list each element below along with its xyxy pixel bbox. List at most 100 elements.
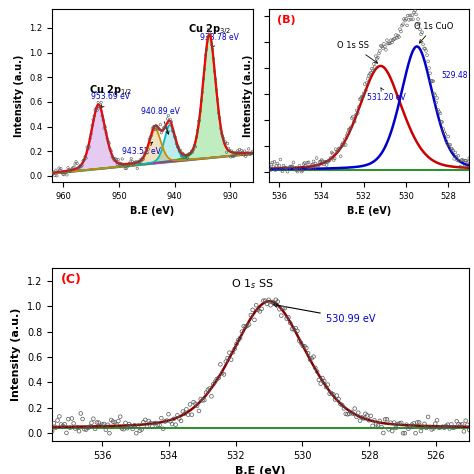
Point xyxy=(229,348,237,356)
Point xyxy=(52,166,60,174)
Point xyxy=(146,136,153,143)
Point xyxy=(202,51,210,59)
Point xyxy=(109,153,116,161)
Point xyxy=(168,118,175,126)
Point xyxy=(297,165,304,173)
Point xyxy=(182,151,190,159)
Point xyxy=(356,417,364,424)
Point xyxy=(406,423,414,431)
Point xyxy=(104,138,112,146)
Point xyxy=(231,149,238,156)
Point xyxy=(100,420,108,428)
Point xyxy=(118,160,125,167)
Point xyxy=(260,297,267,304)
Point xyxy=(219,370,226,377)
Point xyxy=(445,133,452,140)
Point xyxy=(449,424,457,431)
Point xyxy=(117,162,124,169)
Point xyxy=(143,423,151,430)
Text: 943.52 eV: 943.52 eV xyxy=(122,142,161,155)
Point xyxy=(409,16,417,23)
Point xyxy=(142,149,149,157)
Point xyxy=(50,419,58,427)
Point xyxy=(134,422,142,429)
Point xyxy=(277,312,285,319)
Point xyxy=(226,349,233,356)
Point xyxy=(371,417,378,424)
Point xyxy=(383,415,391,423)
Point xyxy=(206,28,213,36)
Point xyxy=(144,149,151,156)
Point xyxy=(157,414,165,422)
Point xyxy=(154,421,162,429)
Point xyxy=(435,108,443,116)
Point xyxy=(432,99,440,106)
Point xyxy=(311,165,319,173)
Point xyxy=(364,411,371,419)
Point xyxy=(322,383,330,391)
Point xyxy=(54,168,62,175)
Point xyxy=(391,35,399,43)
Point xyxy=(367,412,374,419)
Point xyxy=(334,147,341,155)
Point xyxy=(70,164,78,171)
Point xyxy=(235,336,242,344)
Point xyxy=(174,144,182,151)
Point xyxy=(137,156,144,164)
Point xyxy=(61,420,68,428)
Point xyxy=(136,159,143,166)
Point xyxy=(233,150,240,157)
Point xyxy=(269,298,276,306)
Point xyxy=(208,392,215,400)
Point xyxy=(152,419,160,427)
Point xyxy=(324,158,331,166)
Point xyxy=(441,130,449,138)
Point xyxy=(75,164,83,172)
Point xyxy=(173,143,181,151)
Point xyxy=(111,155,119,163)
Point xyxy=(75,428,83,435)
Point xyxy=(362,87,370,94)
Point xyxy=(82,426,90,433)
Point xyxy=(245,145,253,153)
Point xyxy=(63,171,71,179)
Point xyxy=(212,75,219,83)
Point xyxy=(392,31,400,39)
Point xyxy=(175,147,183,155)
Point xyxy=(66,167,74,175)
Point xyxy=(210,55,217,63)
Text: O 1s SS: O 1s SS xyxy=(337,41,378,63)
Point xyxy=(85,143,93,151)
Point xyxy=(195,118,202,125)
Point xyxy=(74,164,82,172)
Point xyxy=(431,420,439,428)
Point xyxy=(437,109,444,117)
Point xyxy=(125,420,133,428)
Point xyxy=(139,155,147,163)
Point xyxy=(274,165,282,173)
Point xyxy=(122,165,130,173)
Point xyxy=(173,140,180,147)
Point xyxy=(450,155,458,163)
Point xyxy=(378,43,386,50)
Point xyxy=(414,15,422,23)
Point xyxy=(326,390,333,397)
Point xyxy=(105,139,113,147)
Point xyxy=(188,147,195,155)
Point xyxy=(317,380,325,388)
Point xyxy=(411,7,419,14)
Point xyxy=(438,423,446,430)
Point xyxy=(387,36,395,44)
Point xyxy=(381,43,389,50)
Point xyxy=(268,161,275,168)
Point xyxy=(136,427,144,435)
Point xyxy=(64,164,72,172)
Point xyxy=(376,47,383,55)
Point xyxy=(319,374,326,382)
Point xyxy=(270,163,277,171)
Point xyxy=(68,165,76,173)
Point xyxy=(66,424,74,432)
Point xyxy=(287,163,294,171)
Point xyxy=(181,410,188,417)
Point xyxy=(140,419,147,426)
